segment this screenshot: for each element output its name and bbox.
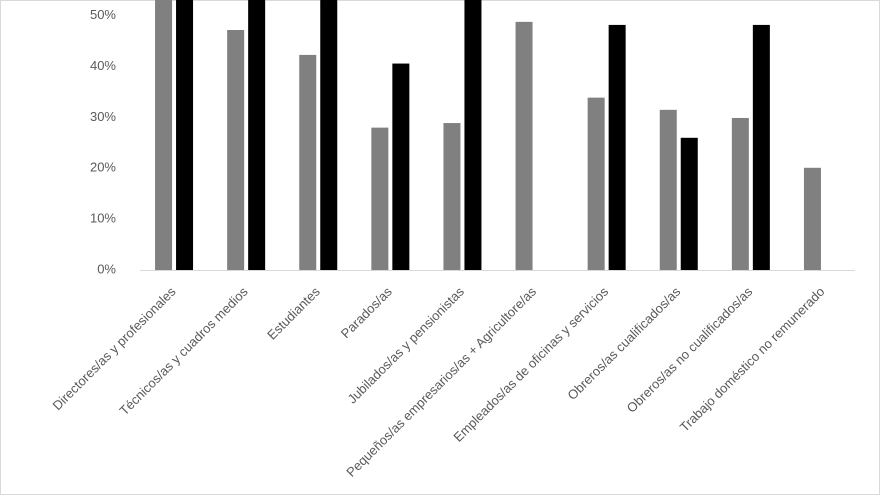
x-tick-label: Técnicos/as y cuadros medios <box>116 284 251 419</box>
plot-area <box>155 0 821 271</box>
bar <box>371 127 389 270</box>
bar <box>752 24 770 271</box>
bar <box>320 0 338 270</box>
bar <box>587 97 605 270</box>
bar <box>680 137 698 270</box>
x-tick-label: Empleados/as de oficinas y servicios <box>450 284 611 445</box>
y-tick-label: 50% <box>90 7 116 22</box>
y-tick-label: 10% <box>90 211 116 226</box>
x-tick-label: Estudiantes <box>264 284 323 343</box>
y-tick-label: 30% <box>90 109 116 124</box>
bar <box>803 167 821 270</box>
y-tick-label: 20% <box>90 160 116 175</box>
bar <box>227 30 245 270</box>
bar <box>608 24 626 271</box>
bar <box>515 21 533 270</box>
bar <box>299 54 317 270</box>
bar <box>731 117 749 271</box>
bar <box>659 109 677 270</box>
bar <box>443 123 461 271</box>
bar <box>248 0 266 270</box>
x-tick-label: Directores/as y profesionales <box>49 284 178 413</box>
x-tick-label: Parados/as <box>338 284 395 341</box>
y-tick-label: 0% <box>97 261 116 276</box>
y-tick-label: 40% <box>90 58 116 73</box>
bar <box>392 63 410 270</box>
bar <box>464 0 482 270</box>
bar <box>155 0 173 270</box>
bar <box>176 0 194 270</box>
x-tick-label: Jubilados/as y pensionistas <box>344 284 467 407</box>
x-tick-label: Trabajo doméstico no remunerado <box>677 284 828 435</box>
x-tick-label: Obreros/as no cualificados/as <box>624 284 756 416</box>
